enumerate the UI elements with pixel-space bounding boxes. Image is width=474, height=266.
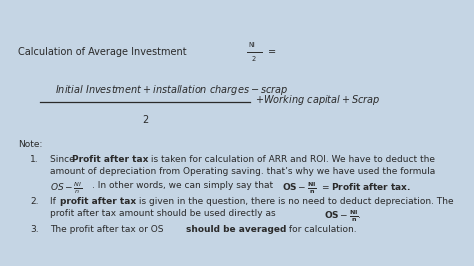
Text: NI: NI: [248, 42, 255, 48]
Text: amount of depreciation from Operating saving. that’s why we have used the formul: amount of depreciation from Operating sa…: [50, 167, 435, 176]
Text: is taken for calculation of ARR and ROI. We have to deduct the: is taken for calculation of ARR and ROI.…: [148, 155, 435, 164]
Text: profit after tax amount should be used directly as: profit after tax amount should be used d…: [50, 209, 279, 218]
Text: Since: Since: [50, 155, 78, 164]
Text: 2: 2: [142, 115, 148, 125]
Text: Profit after tax: Profit after tax: [72, 155, 148, 164]
Text: should be averaged: should be averaged: [186, 225, 286, 234]
Text: =: =: [268, 47, 276, 57]
Text: . In other words, we can simply say that: . In other words, we can simply say that: [92, 181, 276, 190]
Text: profit after tax: profit after tax: [60, 197, 136, 206]
Text: $\mathbf{OS} - \mathbf{\frac{NI}{n}}$.: $\mathbf{OS} - \mathbf{\frac{NI}{n}}$.: [324, 209, 362, 224]
Text: is given in the question, there is no need to deduct depreciation. The: is given in the question, there is no ne…: [136, 197, 454, 206]
Text: $OS - \frac{NI}{n}$: $OS - \frac{NI}{n}$: [50, 181, 82, 196]
Text: If: If: [50, 197, 59, 206]
Text: The profit after tax or OS: The profit after tax or OS: [50, 225, 166, 234]
Text: Note:: Note:: [18, 140, 42, 149]
Text: $\mathit{+ Working\ capital + Scrap}$: $\mathit{+ Working\ capital + Scrap}$: [255, 93, 381, 107]
Text: 3.: 3.: [30, 225, 38, 234]
Text: $\mathbf{OS} - \mathbf{\frac{NI}{n}}$: $\mathbf{OS} - \mathbf{\frac{NI}{n}}$: [282, 181, 317, 196]
Text: $\mathit{Initial\ Investment + installation\ charges - scrap}$: $\mathit{Initial\ Investment + installat…: [55, 83, 288, 97]
Text: 2.: 2.: [30, 197, 38, 206]
Text: for calculation.: for calculation.: [286, 225, 356, 234]
Text: $= \mathbf{Profit\ after\ tax.}$: $= \mathbf{Profit\ after\ tax.}$: [320, 181, 411, 192]
Text: 2: 2: [252, 56, 256, 62]
Text: Calculation of Average Investment: Calculation of Average Investment: [18, 47, 187, 57]
Text: 1.: 1.: [30, 155, 38, 164]
